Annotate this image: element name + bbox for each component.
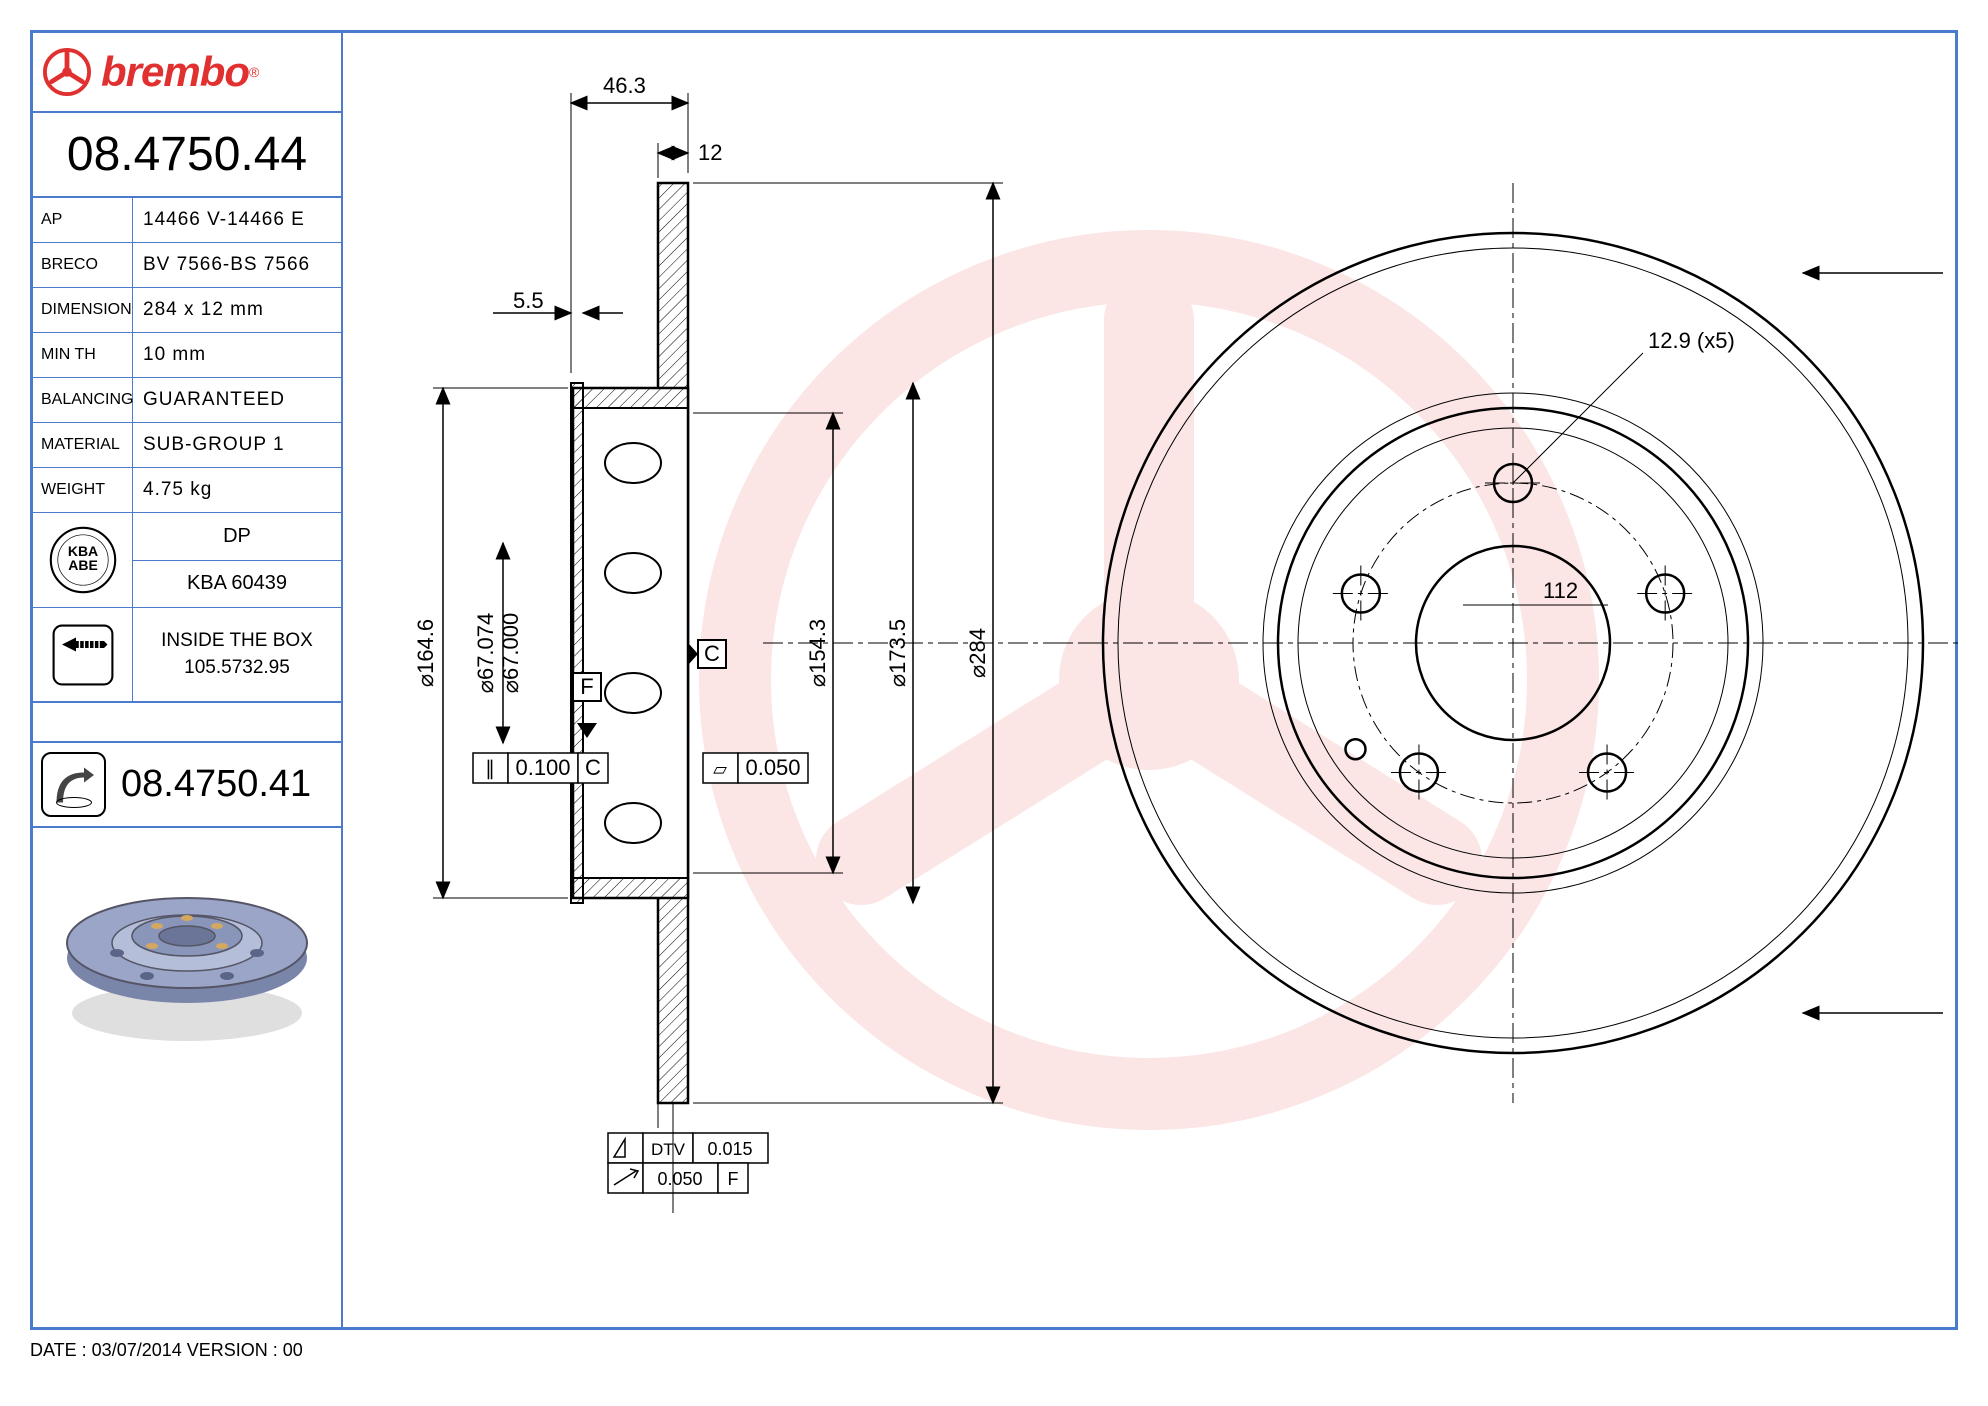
- footer-date: DATE : 03/07/2014 VERSION : 00: [30, 1340, 303, 1361]
- screw-icon: [48, 620, 118, 690]
- spec-label: DIMENSION: [33, 288, 133, 332]
- spec-row: AP14466 V-14466 E: [33, 198, 341, 243]
- alt-part-number: 08.4750.41: [121, 763, 311, 806]
- alt-part-row: 08.4750.41: [33, 743, 341, 828]
- spec-value: 10 mm: [133, 344, 341, 366]
- svg-text:12: 12: [698, 140, 722, 165]
- brand-name: brembo: [101, 48, 249, 96]
- svg-text:F: F: [728, 1169, 739, 1189]
- spec-label: BALANCING: [33, 378, 133, 422]
- render-cell: [33, 828, 341, 1068]
- spec-label: MATERIAL: [33, 423, 133, 467]
- svg-text:C: C: [585, 755, 601, 780]
- spec-value: SUB-GROUP 1: [133, 434, 341, 456]
- inside-box-value: 105.5732.95: [184, 655, 290, 682]
- spec-row: BALANCINGGUARANTEED: [33, 378, 341, 423]
- spec-row: MATERIALSUB-GROUP 1: [33, 423, 341, 468]
- svg-text:12.9 (x5): 12.9 (x5): [1648, 328, 1735, 353]
- registered-mark: ®: [249, 64, 259, 80]
- svg-text:⌀284: ⌀284: [965, 628, 990, 678]
- svg-text:46.3: 46.3: [603, 73, 646, 98]
- kba-number: KBA 60439: [133, 561, 341, 608]
- svg-text:0.050: 0.050: [657, 1169, 702, 1189]
- spec-sidebar: brembo ® 08.4750.44 AP14466 V-14466 EBRE…: [33, 33, 343, 1327]
- spec-label: WEIGHT: [33, 468, 133, 512]
- svg-text:⌀67.000: ⌀67.000: [498, 613, 523, 694]
- svg-text:C: C: [704, 641, 720, 666]
- spec-row: BRECOBV 7566-BS 7566: [33, 243, 341, 288]
- spec-row: WEIGHT4.75 kg: [33, 468, 341, 513]
- spec-value: BV 7566-BS 7566: [133, 254, 341, 276]
- svg-text:⌀154.3: ⌀154.3: [805, 619, 830, 687]
- svg-text:▱: ▱: [713, 759, 727, 779]
- svg-text:ABE: ABE: [68, 557, 98, 573]
- svg-text:⌀164.6: ⌀164.6: [413, 619, 438, 687]
- svg-text:0.050: 0.050: [745, 755, 800, 780]
- kba-dp: DP: [133, 513, 341, 561]
- svg-text:⌀67.074: ⌀67.074: [473, 613, 498, 694]
- spec-value: GUARANTEED: [133, 389, 341, 411]
- spec-value: 14466 V-14466 E: [133, 209, 341, 231]
- spec-label: AP: [33, 198, 133, 242]
- svg-text:112: 112: [1543, 578, 1578, 603]
- svg-text:0.100: 0.100: [515, 755, 570, 780]
- inside-box-label: INSIDE THE BOX: [161, 628, 313, 655]
- inside-box-row: INSIDE THE BOX 105.5732.95: [33, 608, 341, 703]
- svg-text:⌀173.5: ⌀173.5: [885, 619, 910, 687]
- svg-text:DTV: DTV: [651, 1140, 686, 1159]
- spec-label: MIN TH: [33, 333, 133, 377]
- svg-text:∥: ∥: [485, 758, 495, 780]
- spec-value: 284 x 12 mm: [133, 299, 341, 321]
- disc-render-icon: [57, 848, 317, 1048]
- kba-row: KBA ABE DP KBA 60439: [33, 513, 341, 608]
- logo-cell: brembo ®: [33, 33, 341, 113]
- svg-text:F: F: [580, 674, 593, 699]
- kba-badge-icon: KBA ABE: [48, 525, 118, 595]
- spec-row: MIN TH10 mm: [33, 333, 341, 378]
- technical-drawing: 46.3 12 5.5 ⌀164.6 ⌀67.074 ⌀67.000: [343, 33, 1955, 1327]
- drawing-svg: 46.3 12 5.5 ⌀164.6 ⌀67.074 ⌀67.000: [343, 33, 1958, 1328]
- coated-disc-icon: [49, 760, 99, 810]
- spec-value: 4.75 kg: [133, 479, 341, 501]
- spec-row: DIMENSION284 x 12 mm: [33, 288, 341, 333]
- part-number: 08.4750.44: [67, 127, 307, 182]
- part-number-cell: 08.4750.44: [33, 113, 341, 198]
- svg-text:5.5: 5.5: [513, 288, 544, 313]
- spec-label: BRECO: [33, 243, 133, 287]
- brembo-logo-icon: [43, 48, 91, 96]
- svg-text:0.015: 0.015: [707, 1139, 752, 1159]
